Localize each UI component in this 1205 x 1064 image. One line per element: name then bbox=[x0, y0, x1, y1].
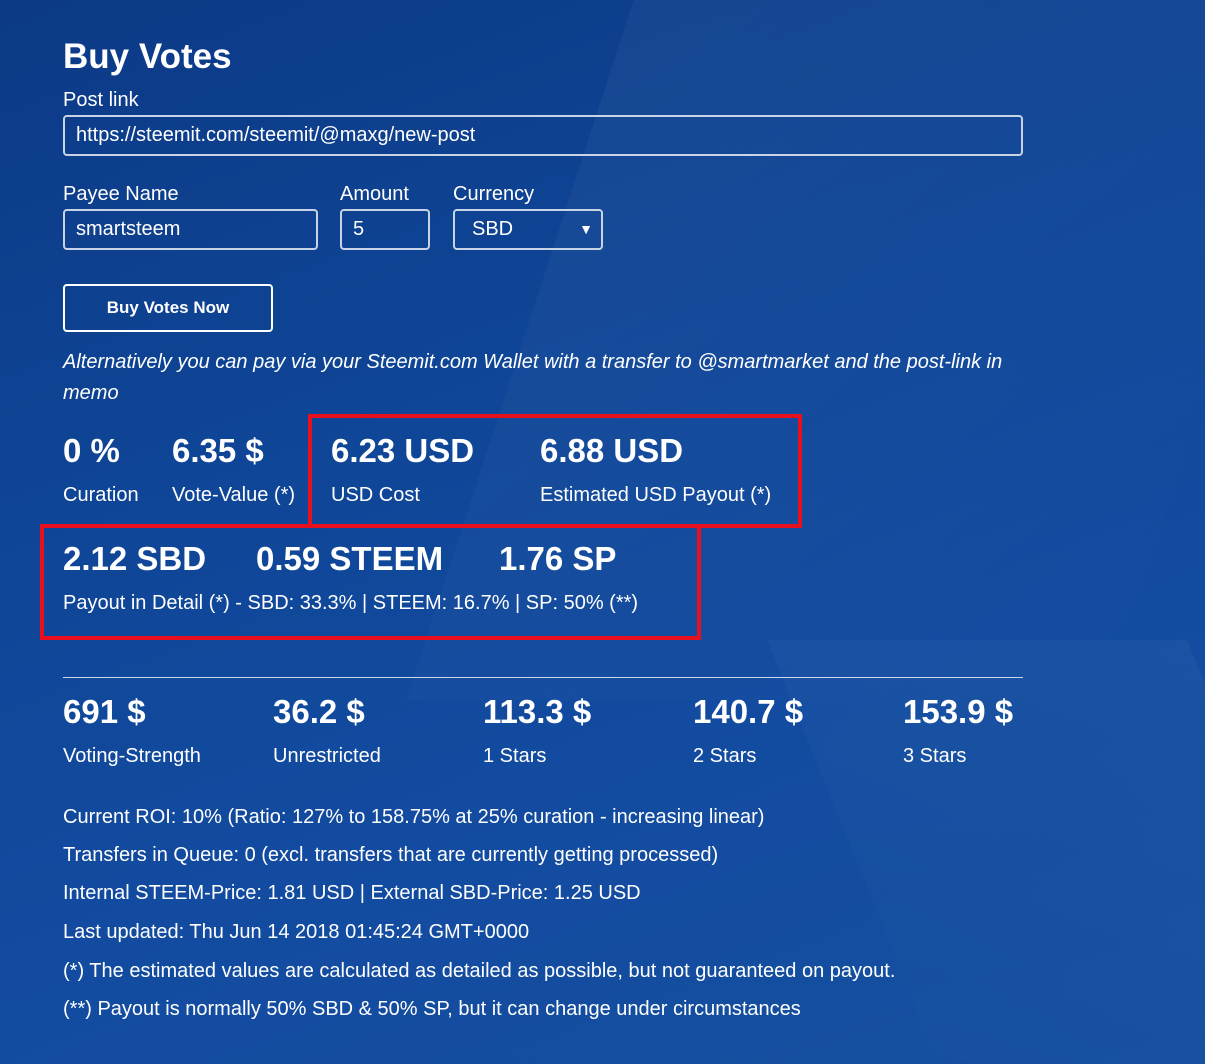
voting-strength-label: Voting-Strength bbox=[63, 745, 201, 767]
three-stars-value: 153.9 $ bbox=[903, 693, 1014, 730]
unrestricted-label: Unrestricted bbox=[273, 745, 381, 767]
curation-label: Curation bbox=[63, 484, 139, 506]
two-stars-value: 140.7 $ bbox=[693, 693, 804, 730]
section-divider bbox=[63, 677, 1023, 678]
currency-select[interactable]: SBD ▼ bbox=[453, 209, 603, 250]
usd-cost-value: 6.23 USD bbox=[331, 432, 475, 469]
voting-strength-value: 691 $ bbox=[63, 693, 146, 730]
three-stars-label: 3 Stars bbox=[903, 745, 967, 767]
one-star-label: 1 Stars bbox=[483, 745, 547, 767]
one-star-value: 113.3 $ bbox=[483, 693, 592, 730]
payout-detail-highlight-box bbox=[40, 524, 701, 640]
alternative-payment-note: Alternatively you can pay via your Steem… bbox=[63, 351, 1003, 404]
amount-label: Amount bbox=[340, 183, 409, 205]
currency-label: Currency bbox=[453, 183, 535, 205]
transfers-queue-text: Transfers in Queue: 0 (excl. transfers t… bbox=[63, 844, 719, 866]
estimated-usd-payout-value: 6.88 USD bbox=[540, 432, 684, 469]
caret-down-icon: ▼ bbox=[579, 221, 593, 237]
payout-detail-label: Payout in Detail (*) - SBD: 33.3% | STEE… bbox=[63, 592, 639, 614]
curation-value: 0 % bbox=[63, 432, 120, 469]
post-link-label: Post link bbox=[63, 89, 139, 111]
current-roi-text: Current ROI: 10% (Ratio: 127% to 158.75%… bbox=[63, 806, 765, 828]
amount-input[interactable] bbox=[340, 209, 430, 250]
usd-highlight-box bbox=[308, 414, 802, 528]
payout-steem-value: 0.59 STEEM bbox=[256, 540, 444, 577]
usd-cost-label: USD Cost bbox=[331, 484, 420, 506]
estimate-disclaimer-text: (*) The estimated values are calculated … bbox=[63, 960, 896, 982]
estimated-usd-payout-label: Estimated USD Payout (*) bbox=[540, 484, 772, 506]
post-link-input[interactable] bbox=[63, 115, 1023, 156]
payee-name-input[interactable] bbox=[63, 209, 318, 250]
two-stars-label: 2 Stars bbox=[693, 745, 757, 767]
vote-value-label: Vote-Value (*) bbox=[172, 484, 296, 506]
currency-selected-value: SBD bbox=[472, 218, 514, 240]
price-info-text: Internal STEEM-Price: 1.81 USD | Externa… bbox=[63, 882, 641, 904]
payout-sp-value: 1.76 SP bbox=[499, 540, 617, 577]
buy-votes-now-button[interactable]: Buy Votes Now bbox=[63, 284, 273, 332]
last-updated-text: Last updated: Thu Jun 14 2018 01:45:24 G… bbox=[63, 921, 530, 943]
page-title: Buy Votes bbox=[63, 37, 232, 76]
payee-name-label: Payee Name bbox=[63, 183, 179, 205]
vote-value: 6.35 $ bbox=[172, 432, 264, 469]
unrestricted-value: 36.2 $ bbox=[273, 693, 365, 730]
payout-disclaimer-text: (**) Payout is normally 50% SBD & 50% SP… bbox=[63, 998, 801, 1020]
payout-sbd-value: 2.12 SBD bbox=[63, 540, 207, 577]
